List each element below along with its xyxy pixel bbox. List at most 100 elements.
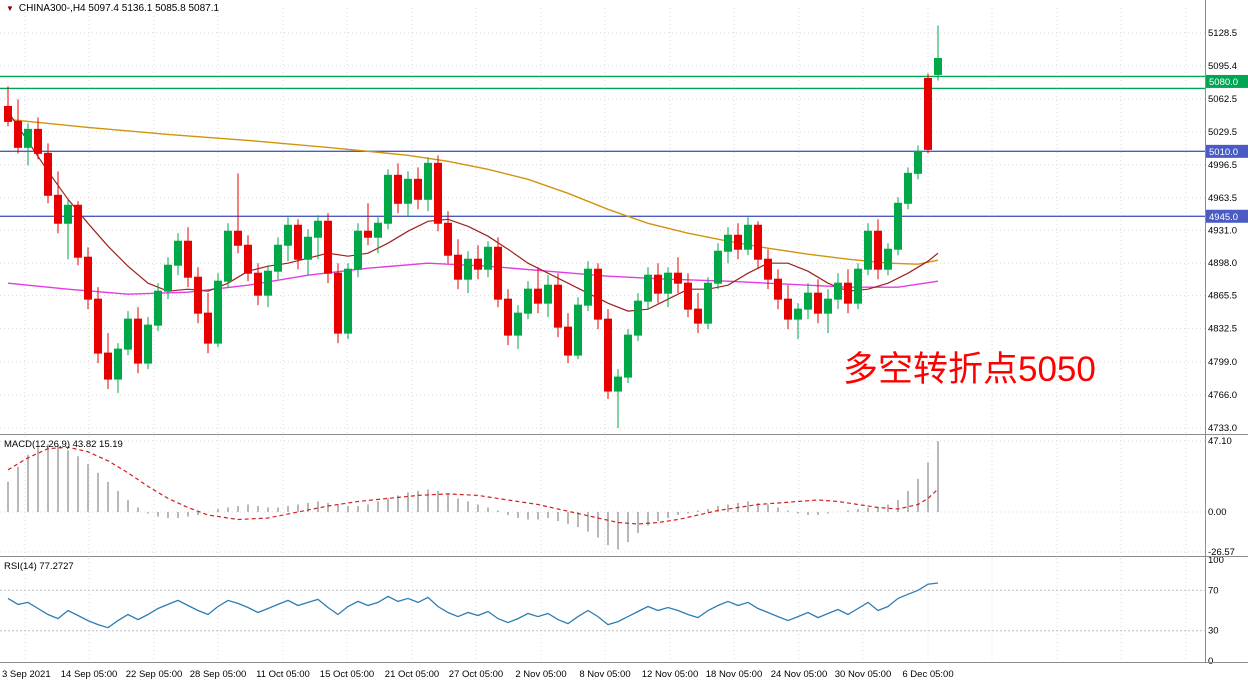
candle-up xyxy=(274,244,282,272)
macd-axis-label: 47.10 xyxy=(1208,436,1232,447)
candle-down xyxy=(194,276,202,314)
candle-down xyxy=(494,246,502,300)
candle-down xyxy=(924,77,932,150)
time-axis-label: 30 Nov 05:00 xyxy=(835,669,892,680)
candle-down xyxy=(684,282,692,310)
candle-up xyxy=(824,298,832,314)
candle-up xyxy=(544,284,552,304)
candle-down xyxy=(774,278,782,300)
candle-up xyxy=(284,224,292,246)
time-axis-label: 2 Nov 05:00 xyxy=(515,669,566,680)
candle-down xyxy=(764,258,772,280)
time-axis-label: 8 Nov 05:00 xyxy=(579,669,630,680)
candle-up xyxy=(574,304,582,356)
candle-up xyxy=(864,230,872,270)
candle-up xyxy=(164,264,172,292)
macd-axis-label: -26.57 xyxy=(1208,547,1235,558)
candle-down xyxy=(184,240,192,278)
ma-line-orange xyxy=(7,118,939,265)
candle-up xyxy=(834,282,842,300)
price-axis-label: 4799.0 xyxy=(1208,357,1237,368)
candle-down xyxy=(594,268,602,320)
candle-up xyxy=(854,268,862,304)
candle-down xyxy=(874,230,882,270)
candle-up xyxy=(634,300,642,336)
candle-up xyxy=(384,174,392,224)
candle-up xyxy=(664,272,672,294)
candle-up xyxy=(914,150,922,174)
macd-signal-line xyxy=(7,446,939,525)
candle-up xyxy=(174,240,182,266)
price-axis-label: 4963.5 xyxy=(1208,193,1237,204)
candle-down xyxy=(504,298,512,336)
price-badge xyxy=(1206,74,1248,88)
candle-down xyxy=(734,234,742,250)
candle-up xyxy=(794,308,802,320)
candle-down xyxy=(814,292,822,314)
time-axis-label: 21 Oct 05:00 xyxy=(385,669,439,680)
candle-down xyxy=(254,272,262,296)
candle-up xyxy=(884,248,892,270)
candle-up xyxy=(804,292,812,310)
time-axis-label: 11 Oct 05:00 xyxy=(256,669,310,680)
candle-down xyxy=(44,152,52,196)
candle-up xyxy=(354,230,362,270)
symbol-quote-header: ▼ CHINA300-,H4 5097.4 5136.1 5085.8 5087… xyxy=(6,3,219,14)
candle-up xyxy=(114,348,122,380)
candle-up xyxy=(124,318,132,350)
candle-down xyxy=(534,288,542,304)
candle-down xyxy=(94,298,102,354)
candle-up xyxy=(614,376,622,392)
candle-up xyxy=(314,220,322,238)
candle-up xyxy=(514,312,522,336)
price-axis-label: 4832.5 xyxy=(1208,324,1237,335)
candle-up xyxy=(624,334,632,378)
candle-down xyxy=(844,282,852,304)
candle-up xyxy=(24,128,32,148)
macd-axis-label: 0.00 xyxy=(1208,507,1227,518)
candle-up xyxy=(464,258,472,280)
candle-down xyxy=(104,352,112,380)
candle-down xyxy=(564,326,572,356)
candle-up xyxy=(644,274,652,302)
candle-down xyxy=(554,284,562,328)
rsi-label: RSI(14) 77.2727 xyxy=(4,561,74,572)
price-axis-label: 5029.5 xyxy=(1208,127,1237,138)
candle-up xyxy=(264,270,272,296)
candle-down xyxy=(654,274,662,294)
price-axis-label: 5062.5 xyxy=(1208,94,1237,105)
time-axis-label: 14 Sep 05:00 xyxy=(61,669,118,680)
price-axis-label: 4766.0 xyxy=(1208,390,1237,401)
candle-down xyxy=(34,128,42,154)
candle-up xyxy=(424,162,432,200)
candle-up xyxy=(724,234,732,252)
candle-down xyxy=(134,318,142,364)
rsi-axis-label: 100 xyxy=(1208,555,1224,566)
candle-up xyxy=(224,230,232,282)
candle-down xyxy=(604,318,612,392)
price-badge-label: 4945.0 xyxy=(1209,212,1238,223)
candle-down xyxy=(244,244,252,274)
candle-up xyxy=(144,324,152,364)
price-axis-label: 4898.0 xyxy=(1208,258,1237,269)
price-badge-label: 5080.0 xyxy=(1209,77,1238,88)
price-badge-label: 5010.0 xyxy=(1209,147,1238,158)
candle-down xyxy=(754,224,762,260)
time-axis-label: 28 Sep 05:00 xyxy=(190,669,247,680)
annotation-text: 多空转折点5050 xyxy=(843,350,1096,389)
candle-up xyxy=(904,172,912,204)
candle-up xyxy=(524,288,532,314)
candle-up xyxy=(934,57,942,75)
candle-up xyxy=(744,224,752,250)
ma-line-darkred xyxy=(7,111,939,312)
candle-up xyxy=(404,178,412,204)
price-badge xyxy=(1206,144,1248,158)
price-axis-label: 4865.5 xyxy=(1208,291,1237,302)
time-axis-label: 12 Nov 05:00 xyxy=(642,669,699,680)
candle-down xyxy=(334,272,342,334)
price-axis-label: 5095.4 xyxy=(1208,61,1237,72)
candle-down xyxy=(394,174,402,204)
rsi-line xyxy=(7,582,939,629)
